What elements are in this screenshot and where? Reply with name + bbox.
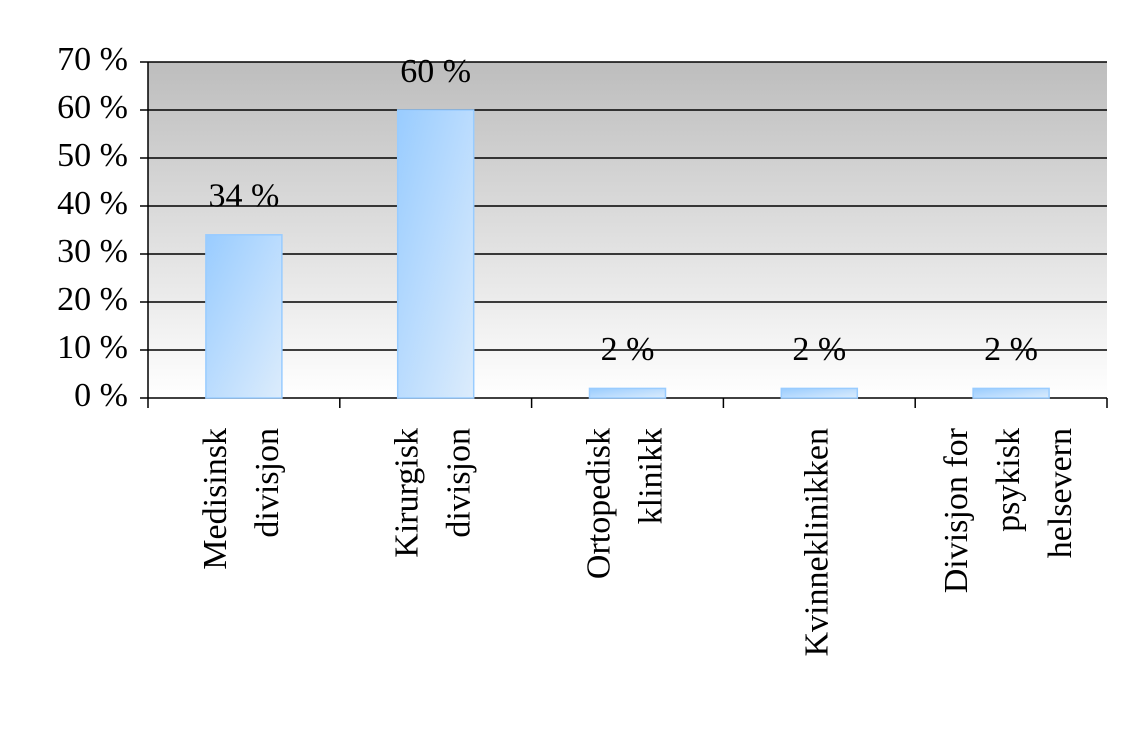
y-tick-label: 50 % <box>57 137 128 174</box>
y-tick-label: 10 % <box>57 329 128 366</box>
value-label: 2 % <box>601 331 655 368</box>
bar <box>205 234 283 399</box>
x-tick-label: Kirurgisk divisjon <box>388 428 477 558</box>
x-tick-label: Kvinneklinikken <box>798 428 835 657</box>
x-tick-label: Medisinsk divisjon <box>197 428 286 570</box>
bar <box>588 387 667 399</box>
x-tick-label: Divisjon for psykisk helsevern <box>938 427 1079 593</box>
value-label: 34 % <box>208 178 279 215</box>
bar <box>396 109 475 399</box>
y-tick-label: 0 % <box>74 377 128 414</box>
value-label: 60 % <box>400 53 471 90</box>
y-tick-label: 40 % <box>57 185 128 222</box>
value-label: 2 % <box>792 331 846 368</box>
bar <box>780 387 859 399</box>
y-tick-label: 70 % <box>57 41 128 78</box>
y-tick-label: 30 % <box>57 233 128 270</box>
y-tick-label: 20 % <box>57 281 128 318</box>
y-tick-label: 60 % <box>57 89 128 126</box>
bar <box>972 387 1050 399</box>
value-label: 2 % <box>984 331 1038 368</box>
x-tick-label: Ortopedisk klinikk <box>580 428 669 579</box>
plot-area <box>148 62 1107 398</box>
